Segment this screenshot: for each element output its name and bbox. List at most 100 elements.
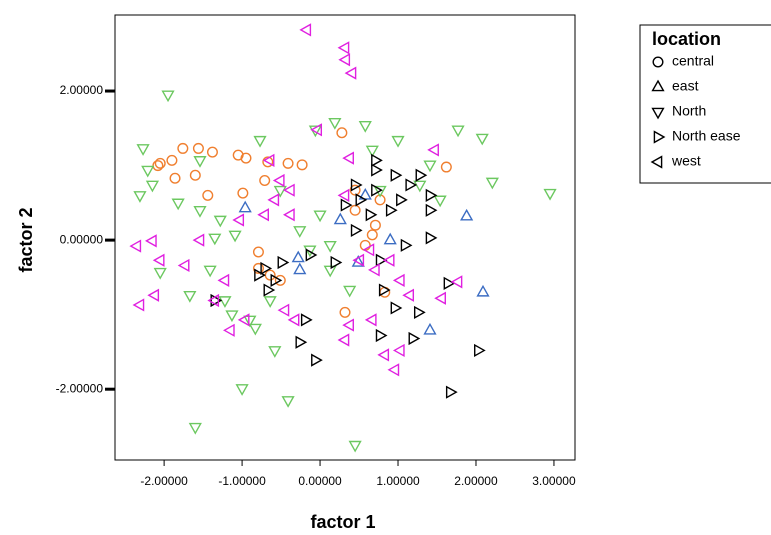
y-axis-title: factor 2: [16, 207, 36, 272]
point: [305, 248, 318, 262]
point: [342, 151, 354, 165]
point: [177, 142, 189, 154]
point: [264, 269, 276, 281]
x-axis-title: factor 1: [310, 512, 375, 532]
point: [213, 215, 227, 228]
point: [263, 296, 277, 308]
point: [228, 230, 242, 243]
point: [336, 127, 348, 139]
point: [235, 384, 249, 396]
point: [375, 328, 388, 343]
point: [252, 262, 264, 274]
point: [144, 234, 157, 248]
point: [340, 198, 353, 212]
point: [193, 205, 207, 218]
point: [339, 306, 351, 318]
point: [476, 284, 490, 297]
point: [413, 180, 427, 193]
point: [240, 152, 252, 164]
point: [145, 180, 160, 193]
point: [272, 173, 285, 188]
point: [208, 233, 222, 246]
point: [392, 273, 405, 287]
point: [260, 261, 273, 276]
point: [543, 188, 557, 201]
point: [287, 313, 300, 327]
point: [338, 53, 351, 67]
point: [268, 346, 282, 358]
y-tick-label: 0.00000: [60, 232, 104, 246]
point: [232, 213, 245, 227]
point: [349, 184, 361, 196]
point: [206, 146, 218, 158]
point: [382, 253, 395, 267]
point: [295, 335, 308, 349]
point: [202, 189, 214, 201]
point: [192, 233, 205, 247]
legend-label: east: [672, 78, 699, 94]
point: [183, 290, 197, 303]
legend-symbol: [651, 107, 665, 120]
point: [147, 288, 160, 302]
point: [259, 174, 271, 186]
point: [243, 315, 257, 328]
point: [136, 144, 150, 156]
point: [277, 255, 290, 270]
point: [277, 303, 290, 317]
point: [423, 322, 437, 335]
point: [129, 239, 142, 253]
x-tick-label: -1.00000: [218, 474, 266, 488]
point: [369, 219, 381, 231]
point: [425, 231, 438, 245]
legend-symbol: [651, 79, 665, 92]
x-tick-label: 0.00000: [298, 474, 342, 488]
point: [303, 245, 317, 258]
point: [313, 210, 327, 223]
point: [364, 313, 377, 327]
point: [225, 310, 239, 323]
point: [267, 193, 280, 207]
point: [141, 165, 155, 178]
point: [348, 440, 362, 453]
point: [203, 265, 217, 278]
point: [222, 323, 235, 337]
point: [166, 154, 178, 166]
point: [237, 313, 250, 327]
legend-symbol: [653, 130, 666, 144]
point: [262, 156, 274, 168]
point: [299, 23, 312, 37]
point: [343, 285, 357, 298]
point: [405, 178, 418, 192]
point: [248, 323, 262, 336]
point: [132, 298, 145, 312]
point: [154, 157, 166, 169]
point: [352, 253, 365, 267]
point: [365, 145, 379, 158]
point: [282, 183, 295, 197]
point: [281, 396, 295, 408]
point: [400, 238, 413, 252]
point: [273, 185, 287, 198]
point: [169, 172, 181, 184]
point: [333, 212, 347, 225]
point: [443, 276, 456, 290]
point: [362, 243, 375, 257]
legend-label: North ease: [672, 128, 741, 144]
point: [330, 255, 343, 270]
point: [253, 135, 267, 148]
point: [383, 232, 397, 245]
point: [396, 193, 408, 207]
point: [238, 200, 252, 213]
point: [300, 313, 313, 327]
point: [371, 153, 383, 167]
point: [153, 267, 167, 280]
legend-symbol: [652, 56, 664, 68]
point: [152, 160, 164, 172]
point: [344, 66, 357, 80]
x-tick-label: 3.00000: [532, 474, 576, 488]
point: [373, 185, 387, 198]
point: [342, 318, 354, 332]
point: [433, 195, 447, 208]
point: [408, 331, 421, 346]
